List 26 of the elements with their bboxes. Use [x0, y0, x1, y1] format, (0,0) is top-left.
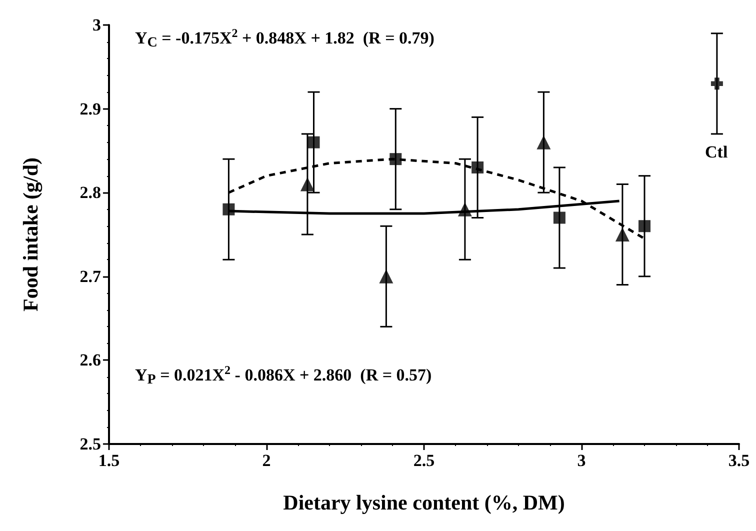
point — [390, 153, 402, 166]
y-tick-label: 2.5 — [80, 434, 101, 454]
x-tick-label: 3 — [577, 451, 586, 470]
y-axis-title: Food intake (g/d) — [18, 157, 42, 312]
point — [710, 78, 723, 90]
annotation: Ctl — [705, 142, 728, 162]
y-tick-label: 2.8 — [80, 183, 101, 202]
point — [222, 203, 235, 216]
x-tick-label: 3.5 — [728, 451, 750, 470]
point — [615, 228, 630, 242]
y-tick-label: 3 — [92, 16, 101, 34]
y-tick-label: 2.9 — [80, 99, 101, 118]
point — [638, 220, 650, 232]
point — [536, 135, 551, 150]
point — [300, 177, 314, 192]
x-axis-title: Dietary lysine content (%, DM) — [283, 490, 565, 514]
x-tick-label: 2.5 — [413, 451, 435, 470]
x-tick-label: 2 — [262, 451, 271, 470]
y-tick-label: 2.6 — [80, 350, 101, 370]
point — [379, 269, 394, 284]
point — [458, 202, 472, 216]
y-tick-label: 2.7 — [80, 266, 102, 286]
x-tick-label: 1.5 — [98, 451, 120, 470]
point — [472, 161, 484, 174]
point — [308, 136, 320, 148]
point — [553, 212, 566, 224]
